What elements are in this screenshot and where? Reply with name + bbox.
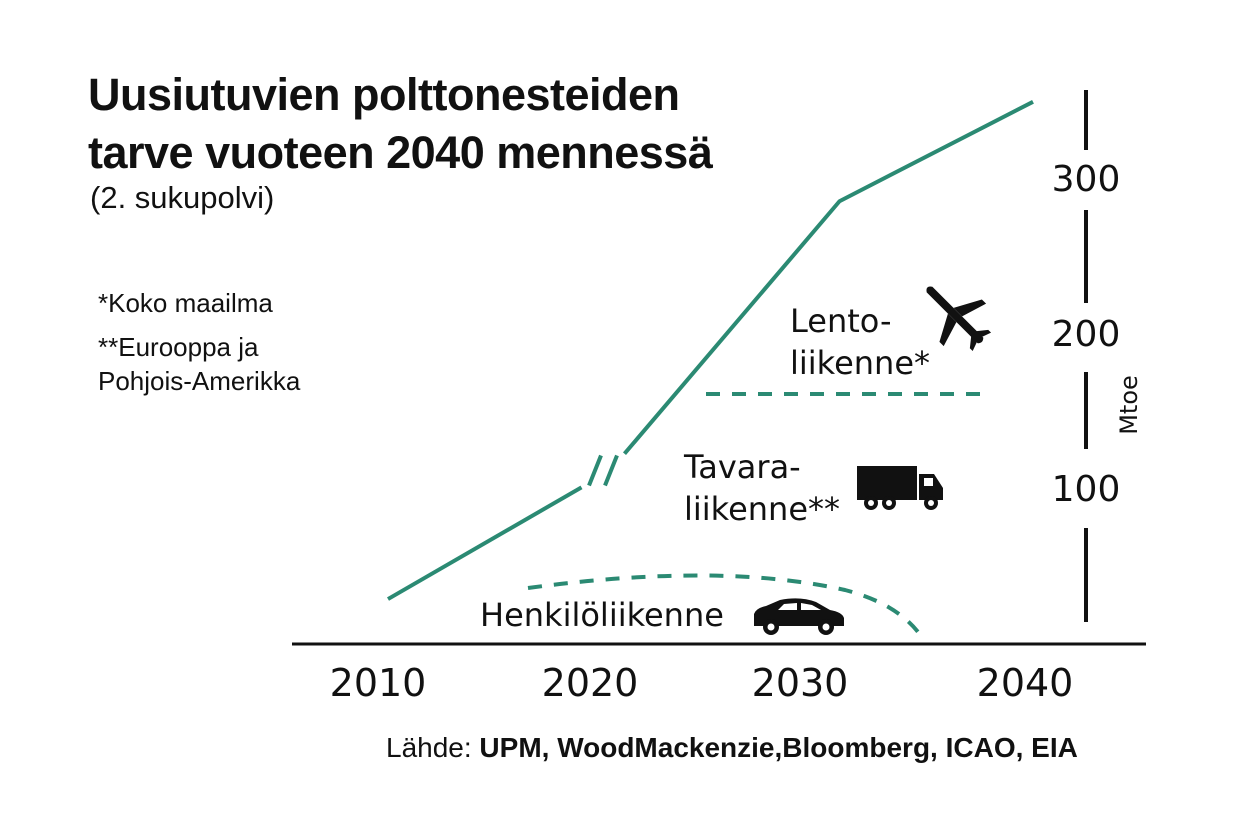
axis-break-mark (587, 454, 603, 487)
y-tick-label-100: 100 (1052, 469, 1121, 510)
y-tick-label-300: 300 (1052, 159, 1121, 200)
series-line-before-break (387, 485, 583, 601)
series-line-after-break (622, 100, 1034, 455)
footnotes: *Koko maailma **Eurooppa ja Pohjois-Amer… (98, 286, 300, 398)
footnote-world: *Koko maailma (98, 288, 273, 318)
source-names: UPM, WoodMackenzie,Bloomberg, ICAO, EIA (479, 732, 1078, 763)
x-tick-label-2010: 2010 (330, 661, 427, 705)
truck-icon (857, 466, 943, 510)
footnote-europe-cont: Pohjois-Amerikka (98, 366, 301, 396)
chart-title-line2: tarve vuoteen 2040 mennessä (88, 127, 713, 178)
y-axis-label: Mtoe (1115, 375, 1143, 435)
chart-subtitle: (2. sukupolvi) (90, 180, 275, 215)
axis-break-mark (603, 454, 619, 487)
segment-label-passenger-line1: Henkilöliikenne (480, 596, 724, 634)
segment-label-air-line2: liikenne* (790, 344, 930, 382)
segment-label-freight-line1: Tavara- (684, 448, 801, 486)
segment-label-air-line1: Lento- (790, 302, 892, 340)
segment-label-freight: Tavara- liikenne** (684, 446, 840, 530)
x-tick-label-2030: 2030 (752, 661, 849, 705)
car-icon (754, 598, 844, 635)
segment-label-passenger: Henkilöliikenne (480, 594, 724, 636)
footnote-europe: **Eurooppa ja (98, 332, 259, 362)
x-tick-label-2040: 2040 (977, 661, 1074, 705)
chart-title: Uusiutuvien polttonesteiden tarve vuotee… (88, 66, 713, 182)
source-line: Lähde: UPM, WoodMackenzie,Bloomberg, ICA… (386, 732, 1078, 764)
segment-label-freight-line2: liikenne** (684, 490, 840, 528)
segment-label-air: Lento- liikenne* (790, 300, 930, 384)
chart-title-line1: Uusiutuvien polttonesteiden (88, 69, 680, 120)
y-tick-label-200: 200 (1052, 314, 1121, 355)
x-tick-label-2020: 2020 (542, 661, 639, 705)
segment-boundary-passenger (527, 573, 920, 634)
source-prefix: Lähde: (386, 732, 480, 763)
